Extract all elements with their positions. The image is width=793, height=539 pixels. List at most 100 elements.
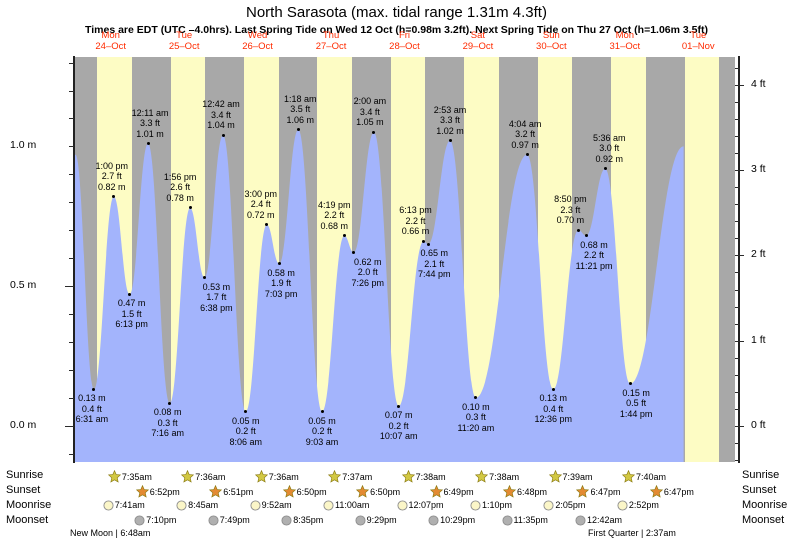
- y-tick-left: [65, 425, 74, 427]
- tide-label-low-10: 0.58 m 1.9 ft 7:03 pm: [246, 268, 316, 300]
- sunrise-star-icon: [107, 469, 121, 485]
- tide-label-line-2: 0.82 m: [98, 181, 126, 192]
- tide-label-line-0: 12:11 am: [131, 107, 169, 118]
- day-header-7: Mon 31–Oct: [588, 30, 661, 52]
- day-header-0: Mon 24–Oct: [74, 30, 147, 52]
- moonrise-time: 12:07pm: [408, 500, 444, 510]
- tide-point-14: [352, 251, 356, 255]
- sunset-time: 6:52pm: [149, 487, 180, 497]
- day-of-week: Mon: [615, 30, 635, 41]
- tide-label-high-9: 3:00 pm 2.4 ft 0.72 m: [226, 189, 296, 221]
- sunset-entry-2: 6:50pm: [282, 484, 327, 500]
- moonset-moon-icon: [281, 515, 292, 528]
- tide-label-line-2: 1:44 pm: [619, 408, 653, 419]
- tide-label-line-2: 0.92 m: [595, 153, 623, 164]
- tide-label-line-0: 6:13 pm: [399, 205, 432, 216]
- tide-point-2: [128, 292, 132, 296]
- row-label-right-moonrise: Moonrise: [742, 499, 788, 511]
- day-of-week: Tue: [690, 30, 707, 41]
- y-tick-label-ft-1: 3 ft: [751, 163, 766, 176]
- day-header-8: Tue 01–Nov: [662, 30, 735, 52]
- day-date: 26–Oct: [242, 41, 273, 52]
- sunrise-entry-4: 7:38am: [401, 469, 446, 485]
- tide-label-low-22: 0.13 m 0.4 ft 12:36 pm: [518, 393, 588, 425]
- y-tick-right: [735, 289, 740, 291]
- tide-label-line-2: 0.72 m: [247, 209, 275, 220]
- y-tick-label-ft-2: 2 ft: [751, 248, 766, 261]
- row-label-left-sunrise: Sunrise: [6, 469, 44, 481]
- moonrise-time: 7:41am: [114, 500, 145, 510]
- y-tick-right: [735, 136, 740, 138]
- tide-point-16: [397, 404, 401, 408]
- day-of-week: Mon: [101, 30, 120, 41]
- tide-point-3: [146, 142, 150, 146]
- tide-label-low-20: 0.10 m 0.3 ft 11:20 am: [441, 402, 511, 434]
- y-tick-right: [735, 425, 744, 427]
- tide-point-1: [112, 195, 116, 199]
- row-label-left-moonrise: Moonrise: [6, 499, 52, 511]
- moonset-entry-6: 12:42am: [575, 515, 622, 528]
- y-tick-right: [735, 306, 740, 308]
- y-tick-left: [69, 230, 74, 232]
- moonrise-time: 1:10pm: [481, 500, 512, 510]
- tide-label-high-1: 1:00 pm 2.7 ft 0.82 m: [77, 161, 147, 193]
- tide-label-line-0: 1:00 pm: [95, 160, 129, 171]
- tide-label-line-1: 3.5 ft: [290, 104, 311, 115]
- tide-point-21: [525, 153, 529, 157]
- y-tick-left: [69, 90, 74, 92]
- tide-point-6: [202, 276, 206, 280]
- y-tick-label-ft-3: 1 ft: [751, 333, 766, 346]
- sunrise-entry-5: 7:38am: [474, 469, 520, 485]
- tide-point-13: [342, 234, 346, 238]
- daylight-band-8: [684, 57, 720, 462]
- tide-point-26: [628, 382, 632, 386]
- y-tick-label-m-2: 0.0 m: [10, 418, 37, 431]
- moonset-time: 7:10pm: [146, 515, 177, 525]
- tide-label-line-1: 2.2 ft: [584, 250, 605, 261]
- tide-point-22: [551, 387, 555, 391]
- sunrise-time: 7:37am: [342, 472, 373, 482]
- sunrise-entry-0: 7:35am: [107, 469, 152, 485]
- tide-point-25: [603, 167, 607, 171]
- tide-label-line-0: 4:19 pm: [318, 199, 351, 210]
- tide-label-high-17: 6:13 pm 2.2 ft 0.66 m: [381, 205, 451, 237]
- tide-label-line-1: 2.6 ft: [170, 182, 191, 193]
- moonrise-moon-icon: [323, 500, 334, 513]
- tide-label-low-4: 0.08 m 0.3 ft 7:16 am: [133, 407, 203, 439]
- sunrise-time: 7:38am: [489, 472, 520, 482]
- tide-point-5: [188, 206, 192, 210]
- tide-label-low-26: 0.15 m 0.5 ft 1:44 pm: [601, 388, 671, 420]
- tide-label-line-1: 0.2 ft: [388, 420, 409, 431]
- day-header-3: Thu 27–Oct: [294, 30, 367, 52]
- moonset-moon-icon: [134, 515, 145, 528]
- y-tick-left: [69, 258, 74, 260]
- tide-label-high-21: 4:04 am 3.2 ft 0.97 m: [490, 119, 560, 151]
- tide-label-line-1: 2.2 ft: [324, 210, 345, 221]
- tide-label-line-1: 1.5 ft: [121, 308, 142, 319]
- moonset-moon-icon: [501, 515, 513, 528]
- moonset-time: 12:42am: [586, 515, 622, 525]
- sunrise-time: 7:36am: [268, 472, 299, 482]
- tide-label-line-2: 7:03 pm: [264, 288, 298, 299]
- y-tick-left: [69, 397, 74, 399]
- tide-label-high-7: 12:42 am 3.4 ft 1.04 m: [186, 99, 256, 131]
- y-tick-right: [735, 272, 740, 274]
- tide-label-line-2: 0.97 m: [511, 139, 539, 150]
- sunrise-star-icon: [474, 469, 489, 485]
- sunrise-entry-1: 7:36am: [181, 469, 225, 485]
- y-tick-left: [69, 118, 74, 120]
- y-tick-right: [735, 391, 740, 393]
- tide-label-line-1: 0.3 ft: [465, 412, 486, 423]
- tide-label-line-0: 3:00 pm: [244, 188, 278, 199]
- moonset-time: 8:35pm: [293, 515, 324, 525]
- tide-point-8: [244, 410, 248, 414]
- moonrise-moon-icon: [617, 500, 628, 513]
- sunset-entry-7: 6:47pm: [649, 484, 694, 500]
- y-tick-right: [735, 68, 740, 70]
- moonrise-time: 8:45am: [188, 500, 219, 510]
- tide-label-line-0: 0.15 m: [622, 387, 650, 398]
- tide-label-line-1: 0.5 ft: [626, 398, 647, 409]
- y-tick-right: [735, 459, 740, 461]
- y-tick-left: [69, 146, 74, 148]
